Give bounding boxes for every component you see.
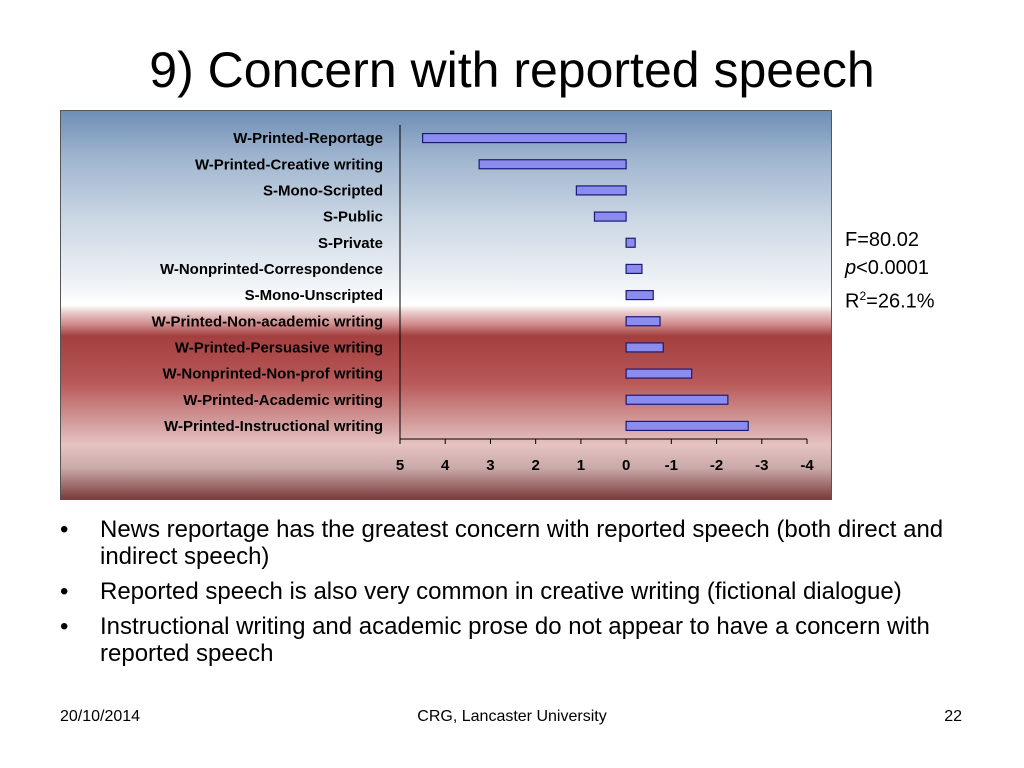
r-squared: R2=26.1% xyxy=(845,282,935,316)
category-label: W-Printed-Persuasive writing xyxy=(175,339,383,356)
bar xyxy=(625,342,664,353)
category-label: W-Printed-Academic writing xyxy=(183,392,383,409)
x-tick-label: 1 xyxy=(577,457,585,474)
x-tick-label: -4 xyxy=(800,457,814,474)
bar xyxy=(593,211,627,222)
bar xyxy=(625,237,636,248)
r-prefix: R xyxy=(845,290,860,313)
bar xyxy=(625,368,693,379)
bullet-text: Reported speech is also very common in c… xyxy=(100,578,902,605)
bar xyxy=(625,316,661,327)
x-tick-label: 2 xyxy=(531,457,539,474)
x-tick-label: -1 xyxy=(665,457,678,474)
bullet-dot: • xyxy=(60,578,69,605)
category-label: W-Printed-Creative writing xyxy=(195,156,383,173)
category-label: S-Private xyxy=(318,235,383,252)
footer-source: CRG, Lancaster University xyxy=(417,708,607,725)
bar xyxy=(625,263,643,275)
category-label: W-Nonprinted-Non-prof writing xyxy=(163,366,383,383)
bar xyxy=(625,394,729,405)
category-label: W-Printed-Non-academic writing xyxy=(152,313,383,330)
x-tick-label: 0 xyxy=(622,457,630,474)
category-label: W-Nonprinted-Correspondence xyxy=(160,261,383,278)
bullet-item: • Reported speech is also very common in … xyxy=(60,578,990,605)
bar xyxy=(478,159,627,170)
chart-panel: 5 4 3 2 1 0 -1 -2 -3 -4 W-Printed-Reportage W-Print… xyxy=(60,110,832,500)
bullet-item: • Instructional writing and academic pros… xyxy=(60,613,990,667)
bar xyxy=(422,132,627,144)
page-number: 22 xyxy=(944,708,962,725)
category-label: W-Printed-Reportage xyxy=(233,130,383,147)
slide-title: 9) Concern with reported speech xyxy=(149,42,875,98)
category-label: W-Printed-Instructional writing xyxy=(164,418,383,435)
r-value-text: =26.1% xyxy=(866,290,935,313)
footer-date: 20/10/2014 xyxy=(60,708,141,725)
bullet-list: • News reportage has the greatest concern… xyxy=(60,516,990,675)
bullet-item: • News reportage has the greatest concern… xyxy=(60,516,990,570)
bullet-dot: • xyxy=(60,613,69,640)
bar-chart: 5 4 3 2 1 0 -1 -2 -3 -4 W-Printed-Reportage W-Print… xyxy=(152,125,814,474)
category-label: S-Public xyxy=(323,209,383,226)
bullet-text: Instructional writing and academic prose… xyxy=(100,613,930,667)
p-value: p<0.0001 xyxy=(845,254,935,282)
x-tick-label: 3 xyxy=(486,457,494,474)
bullet-dot: • xyxy=(60,516,69,543)
x-tick-label: 5 xyxy=(396,457,404,474)
f-statistic: F=80.02 xyxy=(845,229,919,251)
r-superscript: 2 xyxy=(859,289,867,303)
p-value-text: <0.0001 xyxy=(856,257,929,279)
x-tick-label: -3 xyxy=(755,457,768,474)
category-label: S-Mono-Scripted xyxy=(263,182,383,199)
category-label: S-Mono-Unscripted xyxy=(245,287,383,304)
statistics-block: F=80.02 p<0.0001 R2=26.1% xyxy=(845,226,935,316)
p-symbol: p xyxy=(845,257,857,279)
bar xyxy=(625,289,654,301)
bar xyxy=(625,420,749,432)
x-tick-label: -2 xyxy=(710,457,723,474)
bar xyxy=(575,185,627,196)
bullet-text: News reportage has the greatest concern … xyxy=(100,516,944,570)
x-tick-label: 4 xyxy=(441,457,450,474)
